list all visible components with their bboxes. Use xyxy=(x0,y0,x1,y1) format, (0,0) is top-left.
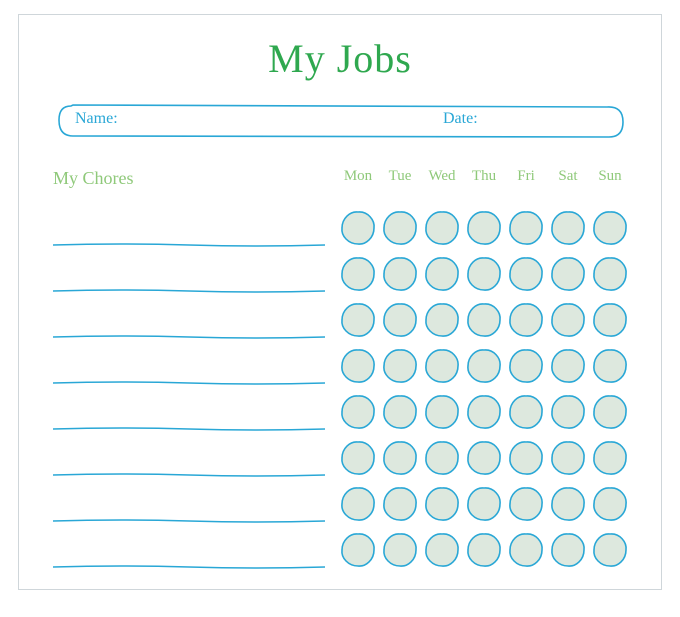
dot-row xyxy=(337,302,637,348)
chore-checkbox[interactable] xyxy=(505,210,547,246)
chore-checkbox[interactable] xyxy=(421,532,463,568)
chore-checkbox[interactable] xyxy=(589,348,631,384)
chore-checkbox[interactable] xyxy=(589,256,631,292)
chore-checkbox[interactable] xyxy=(505,486,547,522)
dot-row xyxy=(337,532,637,578)
days-column: MonTueWedThuFriSatSun xyxy=(337,168,637,578)
dot-row xyxy=(337,348,637,394)
chore-checkbox[interactable] xyxy=(505,440,547,476)
chore-checkbox[interactable] xyxy=(463,532,505,568)
chore-line[interactable] xyxy=(53,440,325,486)
chore-checkbox[interactable] xyxy=(463,302,505,338)
chores-column: My Chores xyxy=(53,168,325,578)
chore-checkbox[interactable] xyxy=(505,348,547,384)
days-header-row: MonTueWedThuFriSatSun xyxy=(337,168,637,192)
chore-checkbox[interactable] xyxy=(463,256,505,292)
dot-row xyxy=(337,440,637,486)
day-header-thu: Thu xyxy=(463,168,505,192)
dot-row xyxy=(337,256,637,302)
chore-checkbox[interactable] xyxy=(505,256,547,292)
chore-checkbox[interactable] xyxy=(547,210,589,246)
chore-checkbox[interactable] xyxy=(421,210,463,246)
chore-checkbox[interactable] xyxy=(547,394,589,430)
dot-row xyxy=(337,486,637,532)
chore-checkbox[interactable] xyxy=(379,302,421,338)
chore-checkbox[interactable] xyxy=(505,532,547,568)
chore-checkbox[interactable] xyxy=(589,394,631,430)
chore-line[interactable] xyxy=(53,486,325,532)
chore-checkbox[interactable] xyxy=(337,394,379,430)
dot-row xyxy=(337,210,637,256)
chore-checkbox[interactable] xyxy=(547,348,589,384)
chore-checkbox[interactable] xyxy=(589,532,631,568)
name-date-bar: Name: Date: xyxy=(53,100,627,144)
chore-checkbox[interactable] xyxy=(505,394,547,430)
chore-checkbox[interactable] xyxy=(379,486,421,522)
day-header-sun: Sun xyxy=(589,168,631,192)
chore-checkbox[interactable] xyxy=(421,348,463,384)
day-header-mon: Mon xyxy=(337,168,379,192)
date-label: Date: xyxy=(443,110,478,128)
chore-checkbox[interactable] xyxy=(421,486,463,522)
chore-checkbox[interactable] xyxy=(589,302,631,338)
chore-checkbox[interactable] xyxy=(337,348,379,384)
chore-checkbox[interactable] xyxy=(421,394,463,430)
chore-checkbox[interactable] xyxy=(337,440,379,476)
chore-checkbox[interactable] xyxy=(547,440,589,476)
chore-checkbox[interactable] xyxy=(379,440,421,476)
day-header-wed: Wed xyxy=(421,168,463,192)
page-title: My Jobs xyxy=(19,35,661,82)
chore-checkbox[interactable] xyxy=(463,486,505,522)
name-label: Name: xyxy=(75,110,118,128)
chore-line[interactable] xyxy=(53,256,325,302)
chore-checkbox[interactable] xyxy=(337,302,379,338)
chore-checkbox[interactable] xyxy=(463,348,505,384)
chore-line[interactable] xyxy=(53,394,325,440)
chore-checkbox[interactable] xyxy=(463,210,505,246)
name-date-outline xyxy=(53,100,629,144)
chore-checkbox[interactable] xyxy=(547,256,589,292)
chore-checkbox[interactable] xyxy=(505,302,547,338)
day-header-tue: Tue xyxy=(379,168,421,192)
chore-checkbox[interactable] xyxy=(421,440,463,476)
chore-checkbox[interactable] xyxy=(547,532,589,568)
chore-checkbox[interactable] xyxy=(379,348,421,384)
chore-checkbox[interactable] xyxy=(463,440,505,476)
chore-chart-page: My Jobs Name: Date: My Chores MonTueWedT… xyxy=(18,14,662,590)
chore-checkbox[interactable] xyxy=(379,256,421,292)
chore-checkbox[interactable] xyxy=(547,486,589,522)
dot-row xyxy=(337,394,637,440)
chore-checkbox[interactable] xyxy=(547,302,589,338)
chore-checkbox[interactable] xyxy=(337,256,379,292)
chore-checkbox[interactable] xyxy=(379,532,421,568)
chore-checkbox[interactable] xyxy=(379,210,421,246)
day-header-sat: Sat xyxy=(547,168,589,192)
chore-checkbox[interactable] xyxy=(463,394,505,430)
chore-line[interactable] xyxy=(53,302,325,348)
chore-checkbox[interactable] xyxy=(421,302,463,338)
chore-checkbox[interactable] xyxy=(589,210,631,246)
chore-checkbox[interactable] xyxy=(337,532,379,568)
chore-checkbox[interactable] xyxy=(337,210,379,246)
day-header-fri: Fri xyxy=(505,168,547,192)
chore-checkbox[interactable] xyxy=(421,256,463,292)
chore-checkbox[interactable] xyxy=(337,486,379,522)
chore-checkbox[interactable] xyxy=(589,486,631,522)
chore-checkbox[interactable] xyxy=(379,394,421,430)
chore-line[interactable] xyxy=(53,210,325,256)
chore-checkbox[interactable] xyxy=(589,440,631,476)
chore-line[interactable] xyxy=(53,348,325,394)
chores-header: My Chores xyxy=(53,168,325,192)
chore-line[interactable] xyxy=(53,532,325,578)
